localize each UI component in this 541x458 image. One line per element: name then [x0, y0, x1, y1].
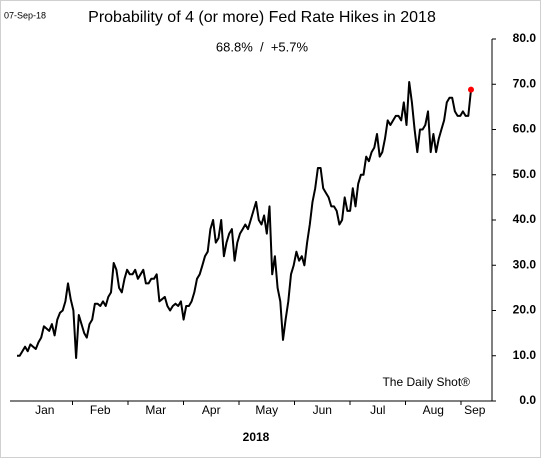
x-tick-label: Jun: [313, 403, 332, 417]
x-tick-label: Aug: [423, 403, 444, 417]
series-line: [17, 81, 472, 359]
chart-subtitle: 68.8% / +5.7%: [216, 39, 309, 54]
y-tick-label: 30.0: [513, 257, 537, 271]
date-label: 07-Sep-18: [4, 10, 46, 20]
y-tick-label: 10.0: [513, 348, 537, 362]
x-axis-label: 2018: [243, 430, 270, 444]
x-tick-label: May: [255, 403, 278, 417]
y-tick-label: 50.0: [513, 167, 537, 181]
x-tick-label: Feb: [90, 403, 111, 417]
y-tick-label: 40.0: [513, 212, 537, 226]
y-tick-label: 20.0: [513, 303, 537, 317]
y-tick-label: 80.0: [513, 31, 537, 45]
chart-title: Probability of 4 (or more) Fed Rate Hike…: [88, 9, 436, 26]
source: The Daily Shot®: [382, 375, 470, 389]
y-tick-label: 60.0: [513, 122, 537, 136]
x-tick-label: Jan: [35, 403, 54, 417]
y-tick-label: 0.0: [519, 393, 536, 407]
x-tick-label: Apr: [202, 403, 221, 417]
last-point: [468, 86, 474, 93]
x-tick-label: Mar: [145, 403, 166, 417]
x-tick-label: Jul: [370, 403, 385, 417]
y-tick-label: 70.0: [513, 76, 537, 90]
x-tick-label: Sep: [464, 403, 486, 417]
